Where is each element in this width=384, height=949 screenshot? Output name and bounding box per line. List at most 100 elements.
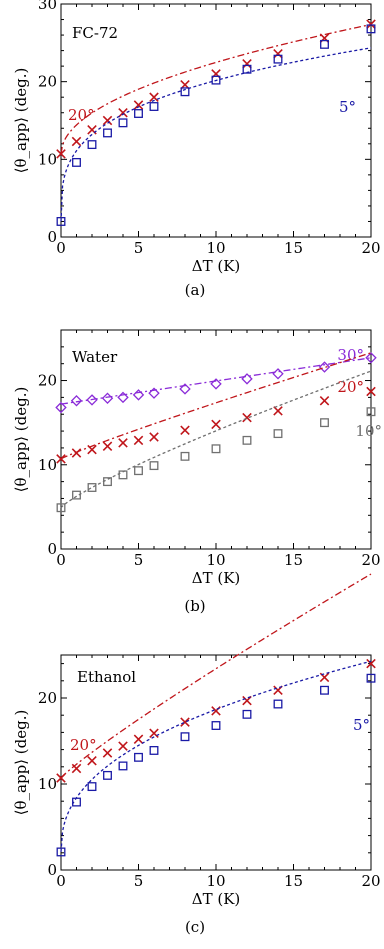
panel-label: (b) (184, 597, 205, 615)
data-point (71, 136, 82, 147)
y-tick-label: 30 (38, 0, 57, 13)
x-tick-label: 5 (134, 551, 144, 569)
data-point (242, 59, 252, 69)
data-point (87, 483, 97, 492)
fluid-label: Ethanol (77, 668, 136, 686)
y-axis-label: ⟨θ_app⟩ (deg.) (12, 710, 30, 816)
x-tick-label: 20 (361, 239, 380, 257)
x-axis-label: ΔT (K) (192, 890, 241, 908)
data-point (133, 734, 144, 745)
data-point (87, 782, 97, 792)
data-point (118, 741, 128, 751)
y-tick-label: 20 (38, 372, 57, 390)
data-point (102, 115, 113, 126)
x-tick-label: 10 (206, 872, 225, 890)
data-point (180, 732, 190, 742)
data-point (366, 386, 376, 397)
data-point (211, 721, 221, 730)
data-point (103, 770, 112, 780)
data-point (56, 773, 66, 783)
data-point (103, 477, 112, 487)
data-point (103, 128, 112, 138)
data-point (211, 75, 221, 85)
data-point (179, 383, 191, 395)
fit-curve (60, 47, 372, 222)
panel-2: 0 5 10 15 20 0 10 20 ΔT (K) ⟨θ_app⟩ (deg.) Water (b… (12, 329, 382, 615)
series-square: 10° (56, 370, 382, 513)
y-tick-label: 10 (38, 150, 57, 168)
series-label: 20° (337, 378, 364, 396)
data-point (366, 673, 376, 683)
data-point (118, 118, 128, 128)
x-tick-label: 10 (206, 551, 225, 569)
fit-curve (60, 573, 372, 779)
y-axis-label: ⟨θ_app⟩ (deg.) (12, 68, 30, 174)
data-point (102, 441, 113, 452)
data-point (273, 54, 283, 64)
data-point (241, 373, 253, 385)
data-point (273, 406, 283, 416)
x-axis-label: ΔT (K) (192, 257, 241, 275)
fluid-label: Water (72, 348, 118, 366)
data-point (366, 24, 376, 34)
data-point (365, 352, 377, 364)
data-point (366, 407, 376, 417)
data-point (87, 444, 97, 455)
panel-1: 0 5 10 15 20 0 10 20 30 ΔT (K) ⟨θ_app⟩ (deg.) FC-72… (12, 0, 381, 299)
x-tick-label: 15 (284, 239, 303, 257)
data-point (272, 368, 284, 380)
data-point (86, 394, 98, 406)
y-tick-label: 20 (38, 689, 57, 707)
y-tick-label: 10 (38, 775, 57, 793)
data-point (101, 392, 114, 404)
fit-curve (60, 660, 372, 852)
data-point (211, 444, 221, 454)
data-point (366, 19, 376, 29)
data-point (148, 387, 160, 399)
panel-label: (a) (185, 281, 206, 299)
series-label: 20° (70, 736, 97, 754)
data-point (70, 395, 83, 407)
data-point (149, 432, 159, 442)
y-tick-label: 20 (38, 73, 57, 91)
series-diamond: 30° (55, 346, 377, 414)
series-label: 5° (339, 98, 356, 116)
y-axis-label: ⟨θ_app⟩ (deg.) (12, 387, 30, 493)
panel-3: 0 5 10 15 20 0 10 20 ΔT (K) ⟨θ_app⟩ (deg.) Ethanol… (12, 573, 381, 936)
x-tick-label: 15 (284, 872, 303, 890)
data-point (180, 425, 190, 436)
data-point (118, 761, 128, 771)
x-axis-label: ΔT (K) (192, 569, 241, 587)
data-point (134, 752, 143, 762)
data-point (118, 107, 128, 118)
data-point (87, 140, 97, 150)
data-point (366, 658, 376, 669)
y-tick-label: 0 (47, 861, 57, 879)
fluid-label: FC-72 (72, 24, 118, 42)
data-point (149, 728, 159, 739)
data-point (134, 466, 143, 476)
data-point (242, 435, 252, 445)
data-point (149, 746, 159, 755)
data-point (102, 748, 113, 758)
panel-label: (c) (185, 918, 205, 936)
data-point (71, 448, 82, 458)
series-x: 20° (56, 352, 376, 464)
series-label: 30° (337, 346, 364, 364)
series-x: 20° (56, 573, 376, 783)
series-square: 5° (56, 660, 376, 857)
y-tick-label: 10 (38, 456, 57, 474)
data-point (134, 109, 143, 118)
x-tick-label: 20 (361, 872, 380, 890)
data-point (56, 847, 66, 857)
series-square: 5° (56, 24, 376, 226)
series-label: 20° (68, 106, 95, 124)
data-point (273, 699, 283, 709)
series-label: 10° (355, 422, 382, 440)
data-point (273, 48, 283, 59)
x-tick-label: 0 (56, 239, 66, 257)
fit-curve (60, 357, 372, 405)
data-point (132, 389, 145, 401)
x-tick-label: 15 (284, 551, 303, 569)
